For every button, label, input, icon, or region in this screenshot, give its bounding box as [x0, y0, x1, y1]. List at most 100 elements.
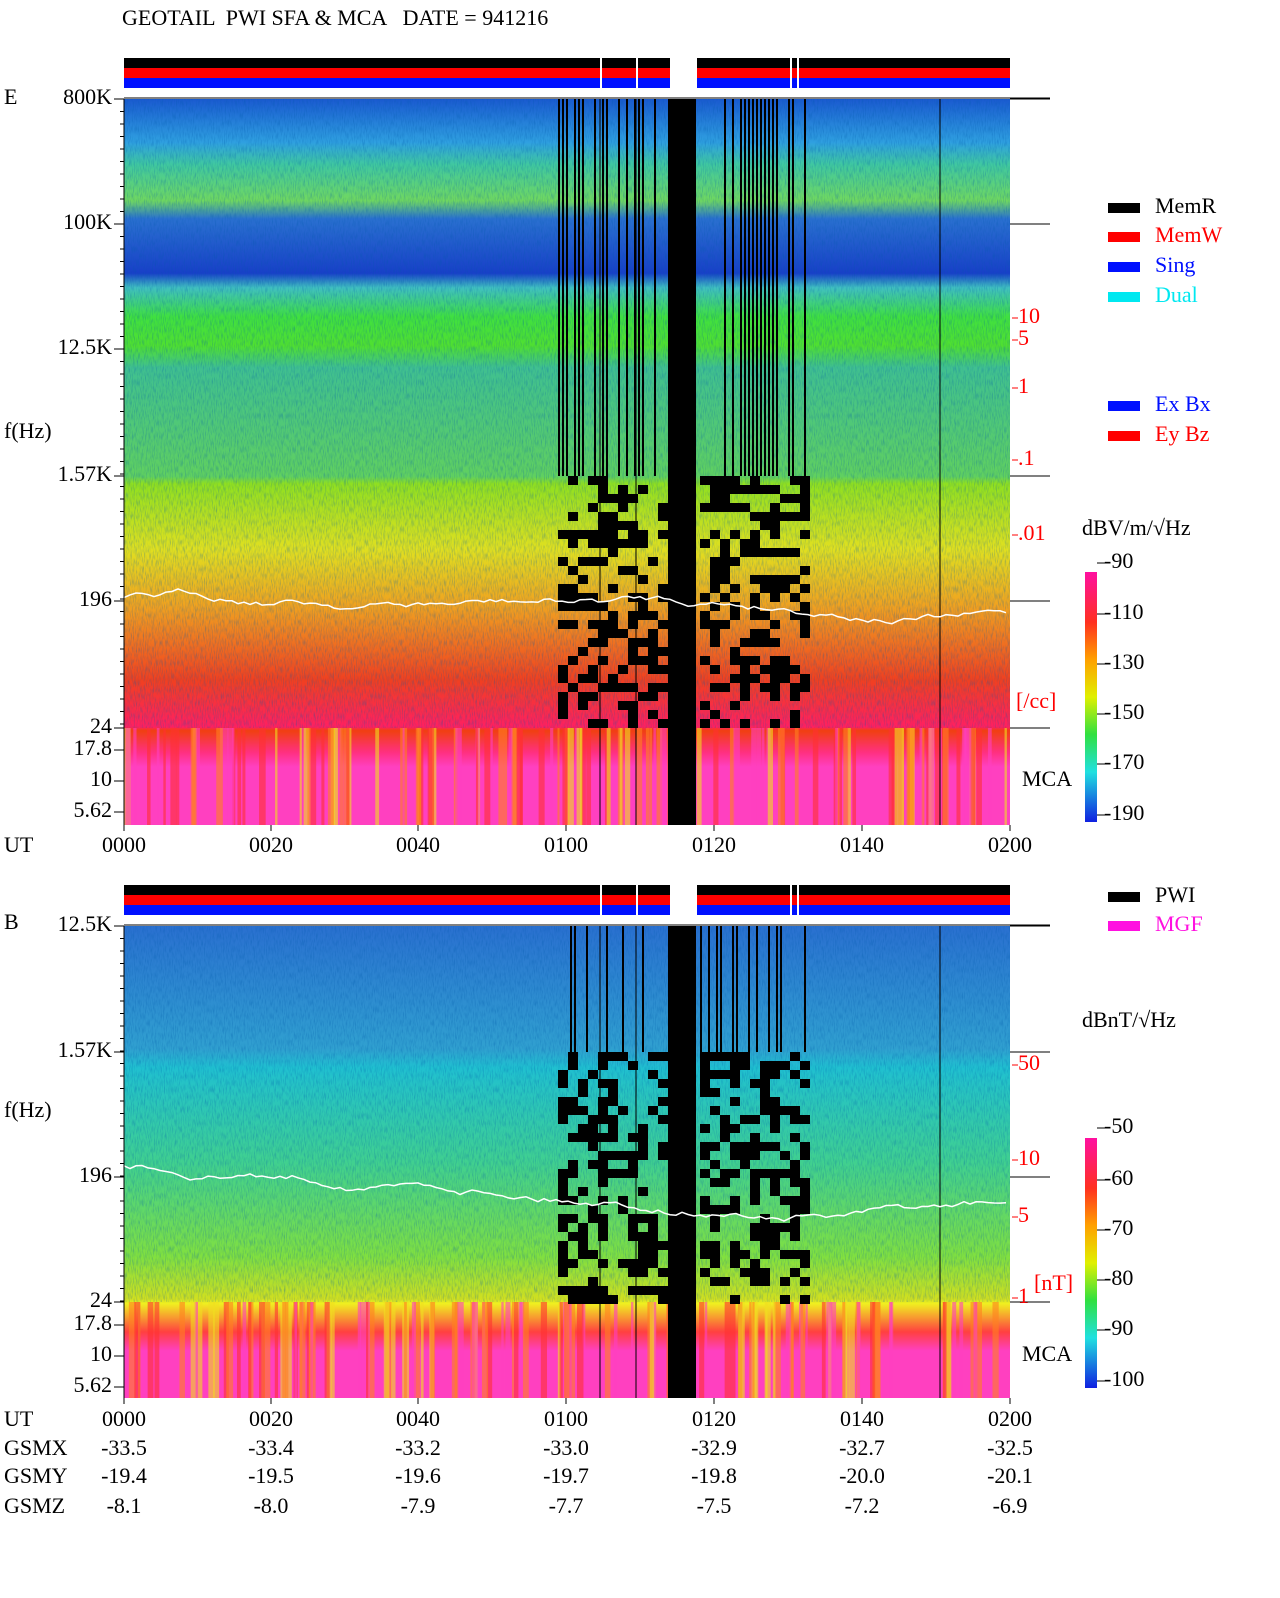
gap-block [608, 584, 618, 593]
gap-block [710, 1205, 720, 1214]
gap-block [618, 1259, 628, 1268]
gap-block [770, 638, 780, 647]
gap-block [790, 1268, 800, 1277]
ephemeris-value: -33.4 [248, 1435, 294, 1460]
gap-block [568, 1052, 578, 1061]
gap-block [648, 692, 658, 701]
ephemeris-value: -7.2 [845, 1493, 880, 1518]
gap-block [578, 1295, 588, 1304]
mca-stripe [128, 1302, 136, 1398]
mca-stripe [360, 1302, 368, 1398]
gap-block [658, 719, 668, 728]
gap-block [568, 530, 578, 539]
gap-stripe [642, 99, 644, 476]
gap-block [710, 584, 720, 593]
colorbar-label: -170 [1104, 749, 1144, 774]
scale-label: 50 [1018, 1050, 1040, 1075]
gap-block [780, 656, 790, 665]
gap-block [638, 539, 648, 548]
mca-stripe [357, 1302, 362, 1398]
scale-label: 5 [1018, 1202, 1029, 1227]
gap-block [770, 1187, 780, 1196]
data-gap [668, 99, 696, 825]
gap-block [628, 494, 638, 503]
gap-block [740, 503, 750, 512]
legend-swatch [1108, 232, 1140, 242]
gap-block [608, 1169, 618, 1178]
gap-block [648, 1223, 658, 1232]
gap-block [608, 1052, 618, 1061]
gap-block [790, 575, 800, 584]
gap-block [780, 1196, 790, 1205]
gap-block [648, 656, 658, 665]
gap-block [770, 1232, 780, 1241]
gap-block [578, 701, 588, 710]
mca-stripe [568, 1302, 576, 1398]
colorbar-label: -90 [1104, 1315, 1133, 1340]
gap-stripe [736, 926, 738, 1052]
mca-stripe [939, 728, 942, 825]
mca-stripe [888, 1302, 893, 1398]
gap-block [578, 1250, 588, 1259]
colorbar-label: -80 [1104, 1265, 1133, 1290]
gap-block [750, 485, 760, 494]
freq-label: 10 [90, 766, 112, 791]
gap-block [790, 1133, 800, 1142]
gap-block [740, 1052, 750, 1061]
gap-block [558, 674, 568, 683]
gap-block [780, 494, 790, 503]
scale-unit: [nT] [1034, 1270, 1073, 1295]
gap-block [720, 683, 730, 692]
mca-stripe [179, 1302, 185, 1398]
gap-block [740, 719, 750, 728]
status-mark [636, 58, 638, 88]
gap-block [568, 512, 578, 521]
gap-block [568, 584, 578, 593]
mca-stripe [227, 728, 233, 825]
gap-block [720, 557, 730, 566]
gap-stripe [740, 99, 742, 476]
gap-block [558, 1106, 568, 1115]
gap-block [598, 521, 608, 530]
gap-block [598, 1223, 608, 1232]
colorbar-label: -100 [1104, 1366, 1144, 1391]
gap-block [760, 1079, 770, 1088]
gap-block [588, 530, 598, 539]
gap-block [710, 494, 720, 503]
gap-block [700, 701, 710, 710]
gap-block [760, 485, 770, 494]
mca-stripe [367, 1302, 375, 1398]
gap-block [648, 1232, 658, 1241]
ephemeris-value: -33.0 [543, 1435, 589, 1460]
gap-block [618, 1196, 628, 1205]
gap-block [800, 629, 810, 638]
mca-stripe [564, 1302, 570, 1398]
gap-block [588, 557, 598, 566]
mca-stripe [847, 728, 851, 825]
mca-stripe [481, 1302, 489, 1398]
gap-block [598, 719, 608, 728]
gap-block [628, 683, 638, 692]
colorbar-label: -130 [1104, 649, 1144, 674]
mca-stripe [216, 728, 223, 825]
gap-stripe [724, 99, 726, 476]
colorbar-label: -70 [1104, 1215, 1133, 1240]
gap-block [598, 485, 608, 494]
gap-block [598, 1259, 608, 1268]
mca-stripe [471, 1302, 478, 1398]
legend-swatch [1108, 292, 1140, 302]
freq-label: 100K [63, 209, 112, 234]
gap-block [770, 485, 780, 494]
gap-block [780, 512, 790, 521]
gap-block [750, 1196, 760, 1205]
mca-stripe [430, 1302, 436, 1398]
gap-block [648, 683, 658, 692]
ephemeris-value: -6.9 [993, 1493, 1028, 1518]
gap-block [558, 584, 568, 593]
gap-block [760, 1250, 770, 1259]
gap-block [578, 1079, 588, 1088]
mca-stripe [275, 728, 278, 825]
status-bar [124, 895, 1010, 905]
gap-stripe [594, 99, 596, 476]
mca-stripe [402, 728, 405, 825]
